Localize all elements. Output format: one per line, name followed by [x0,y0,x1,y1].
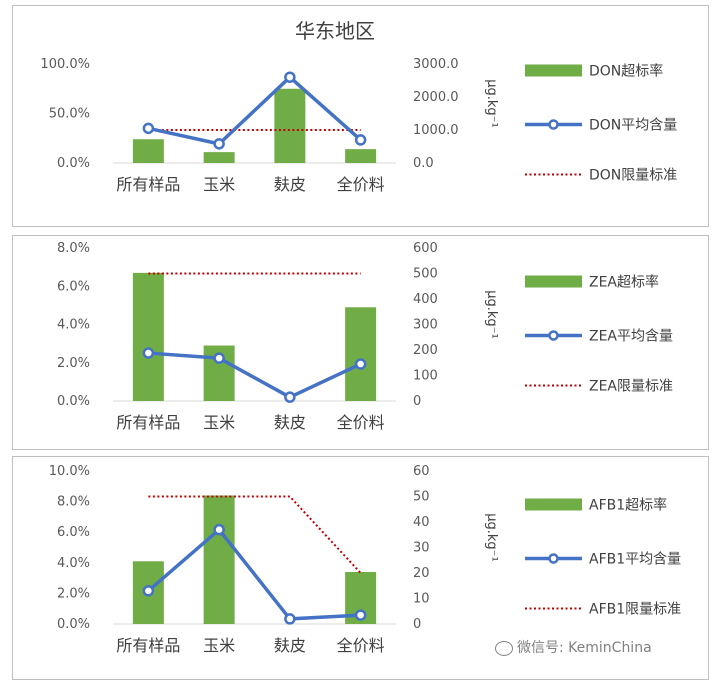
average-point [284,71,296,83]
right-axis-tick-label: 30 [413,541,430,556]
average-point [142,122,155,135]
category-label: 所有样品 [116,413,180,432]
category-label: 玉米 [203,636,235,655]
left-axis-tick-label: 6.0% [57,279,90,294]
right-axis-unit-label: μg.kg⁻¹ [484,513,499,562]
left-axis-tick-label: 100.0% [40,57,90,72]
average-point [213,138,225,150]
average-point [354,134,367,146]
bar [345,307,377,401]
legend-label-rate: AFB1超标率 [589,497,667,514]
right-axis-tick-label: 60 [413,464,430,479]
legend-label-rate: ZEA超标率 [589,274,659,291]
afb1-chart-svg: 0.0% 2.0% 4.0% 6.0% 8.0% 10.0% 0 10 20 30 40 50 60 μg… [49,464,681,655]
right-axis-unit-label: μg.kg⁻¹ [484,290,499,339]
category-label: 所有样品 [116,636,180,655]
left-axis-tick-label: 2.0% [57,356,90,371]
limit-line [148,495,362,574]
don-chart-svg: 华东地区 0.0% 50.0% 100.0% 0.0 1000.0 2000.0 3000.0… [40,19,677,194]
watermark: 微信号: KeminChina [495,637,652,657]
left-axis-tick-label: 0.0% [57,156,90,171]
right-axis-tick-label: 0.0 [413,156,434,171]
right-axis-tick-label: 600 [413,241,438,256]
legend-swatch-marker [548,330,559,341]
category-label: 全价料 [337,636,385,655]
right-axis-tick-label: 3000.0 [413,57,459,72]
chart-panel-zea: 0.0% 2.0% 4.0% 6.0% 8.0% 0 100 200 300 400 500 600 μ… [12,235,709,450]
bar [203,152,235,163]
left-axis-tick-label: 6.0% [57,525,90,540]
left-axis-tick-label: 4.0% [57,318,90,333]
right-axis-tick-label: 400 [413,292,438,307]
legend-swatch-marker [548,119,559,130]
legend-label-rate: DON超标率 [589,63,663,80]
zea-chart-svg: 0.0% 2.0% 4.0% 6.0% 8.0% 0 100 200 300 400 500 600 μ… [57,241,673,432]
right-axis-tick-label: 20 [413,566,430,581]
average-point [142,347,155,359]
average-line [147,527,361,621]
right-axis-tick-label: 0 [413,394,421,409]
legend-swatch-bar [525,275,582,288]
left-axis-tick-label: 0.0% [57,394,90,409]
bar [203,495,235,624]
right-axis-tick-label: 100 [413,369,438,384]
left-axis-tick-label: 0.0% [57,617,90,632]
legend-label-limit: AFB1限量标准 [589,602,681,618]
bar [274,88,306,163]
legend-label-limit: ZEA限量标准 [589,379,673,395]
bar [132,272,164,401]
right-axis-tick-label: 300 [413,318,438,333]
category-label: 玉米 [203,413,235,432]
category-label: 麸皮 [274,413,306,432]
left-axis-tick-label: 8.0% [57,495,90,510]
category-label: 全价料 [337,413,385,432]
category-label: 麸皮 [274,175,306,194]
average-point [213,523,225,536]
right-axis-unit-label: μg.kg⁻¹ [484,79,499,128]
right-axis-tick-label: 500 [413,267,438,282]
legend-label-average: DON平均含量 [589,118,677,134]
chart-panel-afb1: 0.0% 2.0% 4.0% 6.0% 8.0% 10.0% 0 10 20 30 40 50 60 μg… [12,456,709,680]
category-label: 所有样品 [116,175,180,194]
bar [132,139,164,163]
chart-title: 华东地区 [295,19,375,43]
right-axis-tick-label: 50 [413,490,430,505]
right-axis-tick-label: 200 [413,343,438,358]
right-axis-tick-label: 10 [413,592,430,607]
left-axis-tick-label: 50.0% [49,107,90,122]
legend-label-average: AFB1平均含量 [589,552,681,568]
average-point [354,358,367,370]
left-axis-tick-label: 8.0% [57,241,90,256]
category-label: 玉米 [203,175,235,194]
legend-swatch-bar [525,498,582,511]
average-line [148,351,362,399]
right-axis-tick-label: 0 [413,617,421,632]
legend-swatch-marker [548,553,559,564]
left-axis-tick-label: 10.0% [49,464,90,479]
left-axis-tick-label: 4.0% [57,556,90,571]
right-axis-tick-label: 2000.0 [413,90,459,105]
category-label: 全价料 [337,175,385,194]
legend-swatch-bar [525,64,582,77]
average-point [213,352,225,364]
wechat-icon [495,640,513,656]
average-point [354,609,367,621]
chart-panel-don: 华东地区 0.0% 50.0% 100.0% 0.0 1000.0 2000.0 3000.0… [12,5,709,227]
average-line [148,75,362,146]
average-point [284,391,296,403]
right-axis-tick-label: 40 [413,515,430,530]
legend-label-limit: DON限量标准 [589,168,677,184]
bar [345,149,377,163]
category-label: 麸皮 [274,636,306,655]
right-axis-tick-label: 1000.0 [413,123,459,138]
average-point [284,613,296,625]
left-axis-tick-label: 2.0% [57,586,90,601]
legend-label-average: ZEA平均含量 [589,329,673,345]
watermark-text: 微信号: KeminChina [517,640,652,656]
average-point [142,585,155,597]
